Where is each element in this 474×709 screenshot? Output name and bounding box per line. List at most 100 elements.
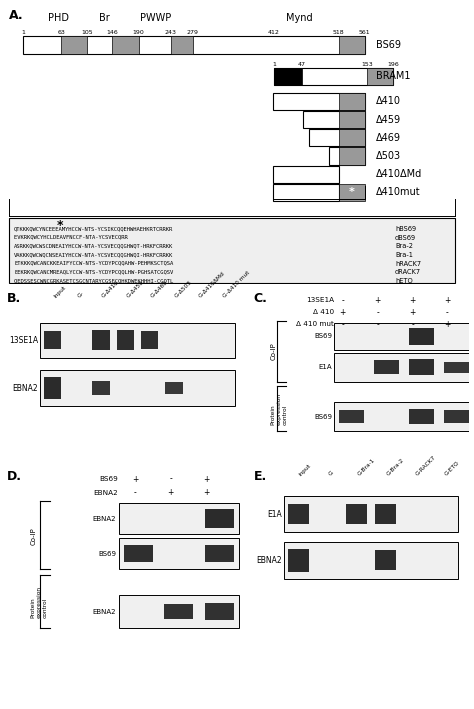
Text: Δ410mut: Δ410mut <box>376 187 421 197</box>
Text: Co-IP: Co-IP <box>31 527 37 545</box>
Text: +: + <box>132 474 138 484</box>
Bar <box>141 331 158 350</box>
Text: Δ459: Δ459 <box>376 115 401 125</box>
Text: +: + <box>203 489 210 497</box>
Text: E1A: E1A <box>267 510 282 518</box>
Bar <box>338 111 365 128</box>
Bar <box>288 503 309 525</box>
Bar <box>346 503 367 525</box>
Bar <box>274 67 393 85</box>
Bar <box>409 409 434 424</box>
Bar <box>273 184 338 201</box>
Text: 243: 243 <box>165 30 177 35</box>
Bar <box>118 538 239 569</box>
Text: -: - <box>446 308 449 317</box>
Text: +: + <box>374 296 381 305</box>
Text: Mynd: Mynd <box>286 13 313 23</box>
Bar <box>118 595 239 628</box>
Text: +: + <box>444 320 451 329</box>
Text: 47: 47 <box>298 62 306 67</box>
Text: hETO: hETO <box>395 278 413 284</box>
Text: BS69: BS69 <box>376 40 401 50</box>
Bar <box>164 604 193 620</box>
Text: Δ410ΔMd: Δ410ΔMd <box>376 169 423 179</box>
Bar <box>92 381 110 395</box>
Text: 146: 146 <box>106 30 118 35</box>
Text: 153: 153 <box>361 62 373 67</box>
Text: 190: 190 <box>133 30 145 35</box>
Text: dBS69: dBS69 <box>395 235 416 241</box>
Text: EVKRKQWCYHCLDEAVFNCCF-NTA-YCSVECQRR: EVKRKQWCYHCLDEAVFNCCF-NTA-YCSVECQRR <box>14 235 173 240</box>
Bar <box>338 36 365 53</box>
Text: Bra-2: Bra-2 <box>395 243 413 250</box>
Text: +: + <box>167 489 174 497</box>
Bar <box>92 330 110 350</box>
Text: *: * <box>349 187 355 197</box>
Text: BS69: BS69 <box>314 414 332 420</box>
Bar <box>309 129 365 146</box>
Text: PWWP: PWWP <box>140 13 171 23</box>
Text: 13SE1A: 13SE1A <box>9 335 38 345</box>
Text: Protein
expression
control: Protein expression control <box>31 586 47 618</box>
Bar <box>338 147 365 164</box>
Bar <box>274 67 302 85</box>
Text: EBNA2: EBNA2 <box>12 384 38 393</box>
Bar <box>112 36 138 53</box>
Text: Δ410: Δ410 <box>376 96 401 106</box>
Text: G-Bra-1: G-Bra-1 <box>356 458 376 477</box>
Bar <box>338 93 365 110</box>
Text: -: - <box>341 320 344 329</box>
Bar <box>284 496 458 532</box>
Text: EBNA2: EBNA2 <box>256 556 282 564</box>
Text: ASRKKQWCWSCDNEAIYHCCW-NTA-YCSVECQQGHWQT-HRKFCRRKK: ASRKKQWCWSCDNEAIYHCCW-NTA-YCSVECQQGHWQT-… <box>14 243 173 248</box>
Text: EBNA2: EBNA2 <box>92 515 116 522</box>
Text: G-Δ410 mut: G-Δ410 mut <box>222 270 251 299</box>
Text: ETKKKQWCANCKKEAIFYCCW-NTS-YCDYPCQQAHW-PEHMKSCTQSA: ETKKKQWCANCKKEAIFYCCW-NTS-YCDYPCQQAHW-PE… <box>14 261 173 266</box>
Text: BS69: BS69 <box>98 551 116 557</box>
Text: hRACK7: hRACK7 <box>395 261 421 267</box>
Bar <box>117 330 134 350</box>
Bar <box>375 503 396 525</box>
Text: +: + <box>410 296 416 305</box>
Text: G-: G- <box>77 291 85 299</box>
Text: Δ 410 mut: Δ 410 mut <box>296 321 334 327</box>
Bar <box>61 36 87 53</box>
Bar <box>288 549 309 571</box>
Text: BS69: BS69 <box>100 476 118 482</box>
Text: D.: D. <box>7 470 22 483</box>
Text: Br: Br <box>99 13 110 23</box>
Bar <box>338 184 365 201</box>
Bar <box>124 545 153 562</box>
Text: EBNA2: EBNA2 <box>92 609 116 615</box>
Text: G-Δ469: G-Δ469 <box>150 280 169 299</box>
Bar <box>444 362 469 373</box>
Bar <box>284 542 458 579</box>
Bar <box>9 218 456 283</box>
Bar <box>444 411 469 423</box>
Bar <box>409 328 434 345</box>
Text: 561: 561 <box>359 30 371 35</box>
Text: EBNA2: EBNA2 <box>94 490 118 496</box>
Bar <box>273 165 338 183</box>
Text: 13SE1A: 13SE1A <box>306 297 334 303</box>
Text: BS69: BS69 <box>314 333 332 339</box>
Text: 518: 518 <box>333 30 344 35</box>
Bar <box>374 360 399 374</box>
Text: dRACK7: dRACK7 <box>395 269 421 276</box>
Bar <box>334 323 474 350</box>
Text: G-Bra-2: G-Bra-2 <box>386 457 405 477</box>
Text: -: - <box>169 474 172 484</box>
Text: QTKKKQWCYNCEEEAMYHCCW-NTS-YCSIKCQQEHWHAEHKRTCRRKR: QTKKKQWCYNCEEEAMYHCCW-NTS-YCSIKCQQEHWHAE… <box>14 226 173 231</box>
Bar <box>273 93 365 110</box>
Bar <box>409 359 434 375</box>
Text: EEKRKQWCANCMREAQLYCCW-NTS-YCDYPCQQLHW-PGHSATCGQSV: EEKRKQWCANCMREAQLYCCW-NTS-YCDYPCQQLHW-PG… <box>14 269 173 274</box>
Text: VAKKKQWCWQCNSEAIYHCCW-NTA-YCSVECQQGHWQI-HRKFCRRKK: VAKKKQWCWQCNSEAIYHCCW-NTA-YCSVECQQGHWQI-… <box>14 252 173 257</box>
Bar <box>205 545 234 562</box>
Text: Δ469: Δ469 <box>376 133 401 143</box>
Text: G: G <box>328 470 334 477</box>
Text: +: + <box>444 296 451 305</box>
Bar <box>205 603 234 620</box>
Text: Δ503: Δ503 <box>376 151 401 161</box>
Bar <box>339 411 364 423</box>
Text: -: - <box>376 320 379 329</box>
